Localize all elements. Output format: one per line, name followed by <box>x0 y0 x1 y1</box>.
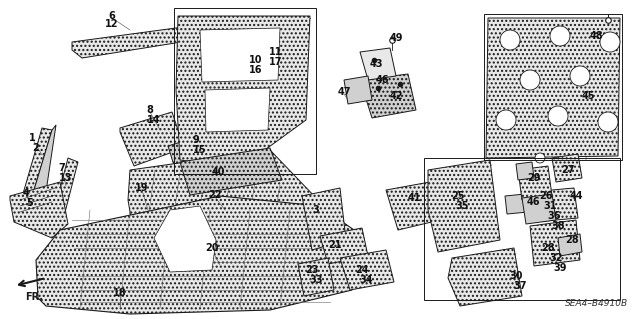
Circle shape <box>550 26 570 46</box>
Polygon shape <box>320 228 368 264</box>
Text: 40: 40 <box>211 167 225 177</box>
Polygon shape <box>200 28 280 82</box>
Text: 39: 39 <box>553 263 567 273</box>
Polygon shape <box>302 188 346 250</box>
Polygon shape <box>530 220 580 266</box>
Circle shape <box>496 110 516 130</box>
Text: 15: 15 <box>193 145 207 155</box>
Text: 26: 26 <box>540 191 553 201</box>
Text: 17: 17 <box>269 57 283 67</box>
Text: 38: 38 <box>551 221 565 231</box>
Text: 44: 44 <box>569 191 583 201</box>
Polygon shape <box>386 182 440 230</box>
Circle shape <box>570 66 590 86</box>
Text: 30: 30 <box>509 271 523 281</box>
Text: 48: 48 <box>589 31 603 41</box>
Text: 11: 11 <box>269 47 283 57</box>
Polygon shape <box>486 18 620 158</box>
Text: 23: 23 <box>305 265 319 275</box>
Circle shape <box>520 70 540 90</box>
Polygon shape <box>360 48 396 80</box>
Polygon shape <box>128 150 318 280</box>
Text: 3: 3 <box>312 205 319 215</box>
Circle shape <box>600 32 620 52</box>
Text: 37: 37 <box>513 281 527 291</box>
Text: 34: 34 <box>359 275 372 285</box>
Polygon shape <box>518 166 552 200</box>
Polygon shape <box>154 206 216 272</box>
Text: 32: 32 <box>549 253 563 263</box>
Polygon shape <box>516 162 534 180</box>
Circle shape <box>598 112 618 132</box>
Polygon shape <box>505 194 528 214</box>
Circle shape <box>500 30 520 50</box>
Text: 7: 7 <box>59 163 65 173</box>
Text: 46: 46 <box>526 197 540 207</box>
Text: 45: 45 <box>581 91 595 101</box>
Polygon shape <box>552 154 582 182</box>
Polygon shape <box>28 125 56 210</box>
Text: 28: 28 <box>541 243 555 253</box>
Polygon shape <box>176 16 310 168</box>
Text: 19: 19 <box>135 183 148 193</box>
Polygon shape <box>205 88 270 132</box>
Text: 42: 42 <box>389 91 403 101</box>
Text: 10: 10 <box>249 55 263 65</box>
Text: 25: 25 <box>451 191 465 201</box>
Text: 43: 43 <box>369 59 383 69</box>
Polygon shape <box>522 194 556 224</box>
Polygon shape <box>530 188 578 222</box>
Polygon shape <box>448 248 522 306</box>
Text: SEA4–B4910B: SEA4–B4910B <box>565 299 628 308</box>
Polygon shape <box>558 234 582 256</box>
Text: 36: 36 <box>547 211 561 221</box>
Polygon shape <box>168 130 230 185</box>
Text: 16: 16 <box>249 65 263 75</box>
Polygon shape <box>10 182 68 238</box>
Text: 1: 1 <box>29 133 35 143</box>
Text: 5: 5 <box>27 198 33 208</box>
Text: 33: 33 <box>309 275 323 285</box>
Text: FR.: FR. <box>25 292 43 302</box>
Polygon shape <box>16 128 52 220</box>
Polygon shape <box>340 250 394 290</box>
Text: 20: 20 <box>205 243 219 253</box>
Polygon shape <box>428 160 500 252</box>
Text: 49: 49 <box>389 33 403 43</box>
Polygon shape <box>120 112 184 166</box>
Circle shape <box>548 106 568 126</box>
Text: 4: 4 <box>22 188 29 198</box>
Text: 22: 22 <box>208 190 221 200</box>
Polygon shape <box>36 196 354 314</box>
Text: 24: 24 <box>355 265 369 275</box>
Polygon shape <box>180 148 282 195</box>
Text: 2: 2 <box>33 143 40 153</box>
Text: 12: 12 <box>105 19 119 29</box>
Text: 31: 31 <box>543 201 557 211</box>
Polygon shape <box>298 258 334 296</box>
Polygon shape <box>344 76 372 104</box>
Text: 9: 9 <box>193 135 200 145</box>
Text: 35: 35 <box>455 201 468 211</box>
Text: 21: 21 <box>328 240 342 250</box>
Text: 29: 29 <box>527 173 541 183</box>
Text: 8: 8 <box>147 105 154 115</box>
Text: 46: 46 <box>375 75 388 85</box>
Bar <box>484 14 622 160</box>
Text: 6: 6 <box>109 11 115 21</box>
Circle shape <box>535 153 545 163</box>
Polygon shape <box>72 18 256 58</box>
Text: 14: 14 <box>147 115 161 125</box>
Text: 13: 13 <box>60 173 73 183</box>
Text: 18: 18 <box>113 288 127 298</box>
Text: 27: 27 <box>561 165 575 175</box>
Text: 41: 41 <box>407 193 420 203</box>
Text: 28: 28 <box>565 235 579 245</box>
Bar <box>424 158 620 300</box>
Text: 47: 47 <box>337 87 351 97</box>
Polygon shape <box>360 74 416 118</box>
Bar <box>174 8 316 174</box>
Polygon shape <box>50 158 78 230</box>
